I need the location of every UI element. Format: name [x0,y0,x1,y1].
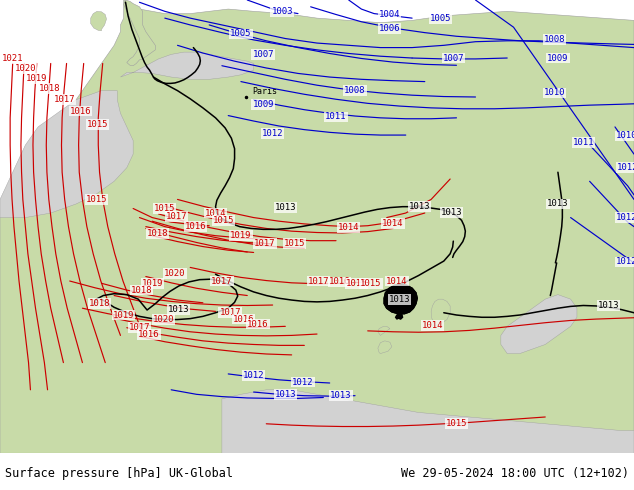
Text: 1011: 1011 [573,138,594,147]
Text: We 29-05-2024 18:00 UTC (12+102): We 29-05-2024 18:00 UTC (12+102) [401,467,629,480]
Polygon shape [0,0,634,453]
Text: 1017: 1017 [254,239,276,248]
Text: 1016: 1016 [233,315,254,323]
Text: 1020: 1020 [164,270,186,278]
Text: 1013: 1013 [275,390,296,399]
Text: 1017: 1017 [211,276,233,286]
Text: 1016: 1016 [70,106,91,116]
Text: 1017: 1017 [129,323,150,332]
Text: 1019: 1019 [230,231,252,240]
Text: 1005: 1005 [230,29,252,39]
Text: 1012: 1012 [616,213,634,222]
Polygon shape [0,91,133,218]
Text: 1013: 1013 [547,199,569,208]
Text: 1004: 1004 [378,10,400,19]
Text: 1020: 1020 [153,315,174,324]
Text: 1018: 1018 [89,299,110,308]
Text: 1009: 1009 [252,100,274,109]
Text: 1015: 1015 [346,279,367,288]
Text: 1017: 1017 [165,212,187,221]
Text: 1019: 1019 [141,279,163,288]
Text: 1013: 1013 [389,294,410,304]
Text: 1017: 1017 [54,95,75,104]
Text: 1013: 1013 [275,203,296,212]
Text: 1019: 1019 [113,311,134,319]
Polygon shape [378,326,390,335]
Polygon shape [120,52,254,79]
Polygon shape [222,390,634,453]
Text: 1011: 1011 [325,112,347,122]
Text: 1014: 1014 [422,321,443,330]
Polygon shape [91,11,107,31]
Text: 1007: 1007 [252,50,274,59]
Polygon shape [431,299,450,326]
Text: 1009: 1009 [547,53,569,63]
Polygon shape [124,0,155,66]
Text: 1015: 1015 [154,204,176,213]
Text: 1012: 1012 [617,163,634,172]
Text: 1015: 1015 [283,239,305,248]
Text: 1014: 1014 [205,209,226,218]
Text: 1016: 1016 [247,319,269,329]
Text: 1003: 1003 [271,7,293,16]
Text: Surface pressure [hPa] UK-Global: Surface pressure [hPa] UK-Global [5,467,233,480]
Text: 1013: 1013 [330,391,352,400]
Text: 1014: 1014 [338,223,359,232]
Text: 1006: 1006 [378,24,400,33]
Text: Paris: Paris [252,87,277,96]
Text: 1013: 1013 [598,301,619,310]
Text: 1012: 1012 [262,129,283,138]
Text: 1016: 1016 [184,222,206,231]
Text: 1016: 1016 [329,277,351,287]
Text: 1015: 1015 [360,279,382,288]
Text: 1013: 1013 [441,208,462,217]
Text: 1013: 1013 [168,305,190,314]
Text: 1014: 1014 [386,276,408,286]
Text: 1018: 1018 [39,84,61,93]
Polygon shape [501,294,577,354]
Text: 1019: 1019 [26,74,48,83]
Text: 1008: 1008 [544,35,566,45]
Text: 1010: 1010 [616,131,634,141]
Text: 1008: 1008 [344,86,366,95]
Polygon shape [378,341,392,354]
Text: 1018: 1018 [131,286,152,294]
Text: 1017: 1017 [307,276,329,286]
Polygon shape [396,314,403,319]
Text: 1017: 1017 [219,308,241,317]
Text: 1013: 1013 [409,202,430,211]
Text: 1018: 1018 [146,229,168,238]
Text: 1012: 1012 [243,371,264,380]
Text: 1015: 1015 [212,216,234,225]
Text: 1016: 1016 [138,330,160,339]
Text: 1021: 1021 [2,54,23,63]
Text: 1015: 1015 [446,419,467,428]
Text: 1012: 1012 [616,257,634,267]
Text: 1015: 1015 [87,120,108,129]
Text: 1014: 1014 [382,219,404,228]
Text: 1015: 1015 [86,195,107,204]
Text: 1012: 1012 [292,378,314,387]
Text: 1005: 1005 [430,14,451,23]
Text: 1010: 1010 [544,88,566,98]
Text: 1020: 1020 [15,64,36,74]
Text: 1007: 1007 [443,53,464,63]
Polygon shape [384,285,417,314]
